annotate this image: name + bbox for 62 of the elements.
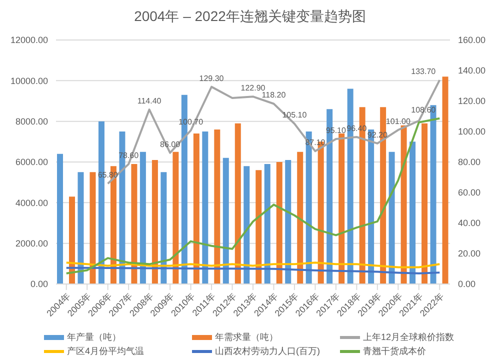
bar [276,162,282,284]
y2-tick-label: 0.00 [458,279,476,290]
bar [422,123,428,284]
bar [400,125,407,284]
data-label: 129.30 [199,74,224,83]
bar [285,160,292,284]
data-label: 105.10 [282,110,308,120]
data-label: 96.40 [346,124,368,133]
data-label: 122.90 [240,84,266,93]
y-tick-label: 4000.00 [15,198,48,208]
y2-tick-label: 40.00 [458,218,481,228]
bar [172,152,179,284]
legend-label: 年需求量（吨） [215,330,278,344]
bar [57,154,63,284]
data-label: 118.20 [262,90,286,100]
bar [193,134,200,284]
y2-tick-label: 120.00 [458,96,486,106]
data-label: 65.80 [98,170,118,180]
bar [214,129,220,284]
legend-label: 山西农村劳动力人口(百万) [215,344,320,358]
bar [410,142,416,284]
data-label: 133.70 [411,67,436,76]
y-tick-label: 12000.00 [10,35,48,46]
y-tick-label: 10000.00 [10,76,48,86]
bar [202,132,208,284]
bar [338,134,345,284]
y-tick-label: 8000.00 [15,116,48,127]
bar [256,170,262,284]
bar [90,172,96,284]
y2-tick-label: 20.00 [458,248,481,259]
y2-tick-label: 100.00 [458,126,486,137]
bar [131,164,138,284]
y-tick-label: 2000.00 [15,238,48,249]
legend-label: 青翘干货成本价 [363,344,426,358]
chart-title: 2004年 – 2022年连翘关键变量趋势图 [133,7,367,26]
bar [388,152,395,284]
bar [222,158,229,284]
legend-label: 上年12月全球粮价指数 [363,330,454,344]
legend-label: 年产量（吨） [67,330,121,344]
bar [160,172,167,284]
bar [234,123,241,284]
bar [69,196,75,284]
bar [442,76,448,284]
bar [140,152,146,284]
data-label: 101.00 [386,116,411,126]
y2-tick-label: 140.00 [458,66,486,76]
data-label: 87.10 [305,138,326,148]
bar [244,166,250,284]
y2-tick-label: 80.00 [458,157,481,168]
bar [152,160,158,284]
bar [78,172,84,284]
y2-tick-label: 160.00 [458,35,486,46]
data-label: 114.40 [137,96,162,106]
data-label: 86.00 [160,140,181,149]
y2-tick-label: 60.00 [458,188,481,198]
bar [297,152,304,284]
bar [264,164,270,284]
data-label: 92.20 [367,130,388,140]
y-tick-label: 0.00 [30,279,48,290]
line-series [65,117,441,274]
y-tick-label: 6000.00 [15,157,48,168]
legend-label: 产区4月份平均气温 [67,344,144,358]
